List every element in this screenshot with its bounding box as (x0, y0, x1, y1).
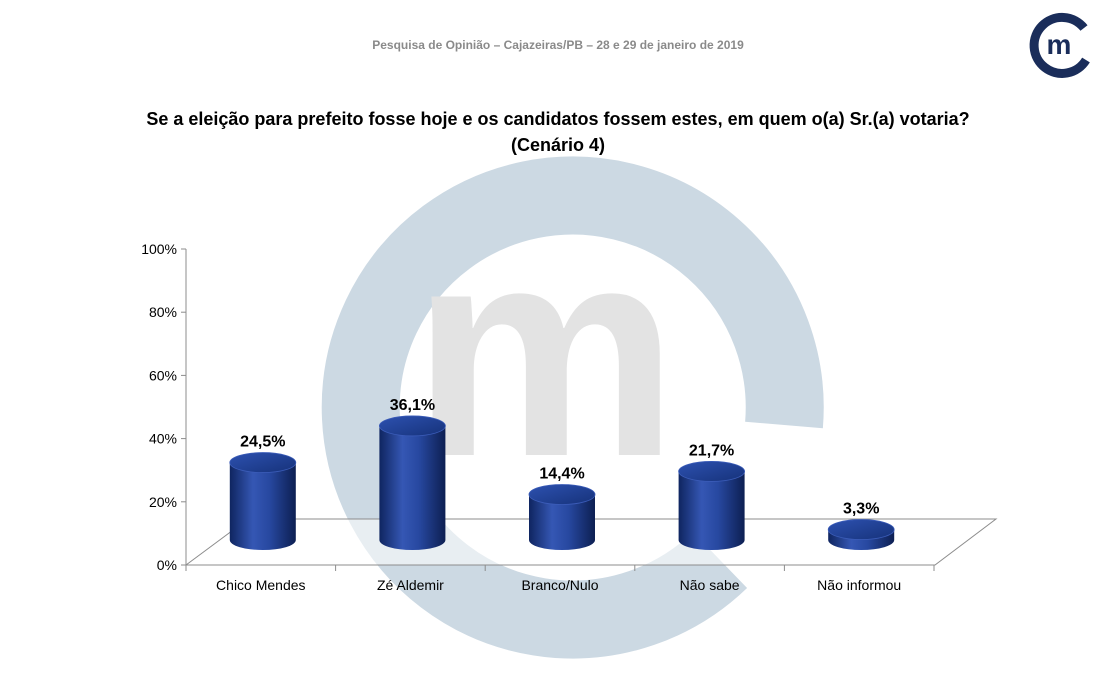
chart-title-block: Se a eleição para prefeito fosse hoje e … (0, 106, 1116, 158)
bar-top (678, 461, 745, 482)
survey-header: Pesquisa de Opinião – Cajazeiras/PB – 28… (372, 38, 744, 52)
category-label: Não informou (817, 577, 901, 593)
x-axis: Chico Mendes Zé Aldemir Branco/Nulo Não sab… (185, 564, 935, 593)
watermark-ring (321, 156, 824, 659)
data-label: 21,7% (689, 442, 734, 459)
category-label: Não sabe (680, 577, 740, 593)
bar-body (529, 494, 595, 550)
y-axis: 0% 20% 40% 60% 80% 100% (141, 241, 187, 573)
logo-ring (1029, 12, 1090, 78)
bar-2 (378, 415, 446, 550)
y-tick-label: 80% (149, 304, 177, 320)
bar-top (528, 484, 596, 505)
bar-3 (528, 484, 596, 550)
y-tick-label: 60% (149, 367, 177, 383)
bar-5 (827, 519, 895, 550)
data-label: 24,5% (240, 434, 285, 451)
chart-subtitle: (Cenário 4) (510, 135, 606, 155)
logo-dot (1045, 31, 1073, 59)
category-label: Branco/Nulo (521, 577, 598, 593)
watermark-letter: m (412, 183, 679, 519)
logo-letter: m (1047, 29, 1072, 60)
chart-title: Se a eleição para prefeito fosse hoje e … (146, 109, 970, 129)
bar-4 (678, 461, 745, 550)
bar-series: 24,5% 36,1% 14,4% 21,7% 3,3% (229, 397, 895, 550)
y-tick-label: 20% (149, 494, 177, 510)
bar-top (827, 519, 895, 540)
bar-top (378, 415, 446, 437)
y-tick-label: 100% (141, 241, 177, 257)
y-tick-label: 0% (157, 557, 177, 573)
category-label: Chico Mendes (216, 577, 306, 593)
bar-body (379, 425, 446, 550)
bar-1 (229, 452, 297, 550)
data-label: 14,4% (539, 465, 584, 482)
data-label: 3,3% (843, 501, 879, 518)
data-label: 36,1% (390, 397, 435, 414)
watermark-logo: m (321, 156, 824, 659)
bar-top (229, 452, 297, 473)
bar-body (678, 471, 745, 550)
category-label: Zé Aldemir (377, 577, 444, 593)
m-logo-icon: m (1029, 12, 1090, 78)
bar-body (229, 462, 296, 550)
y-tick-label: 40% (149, 431, 177, 447)
